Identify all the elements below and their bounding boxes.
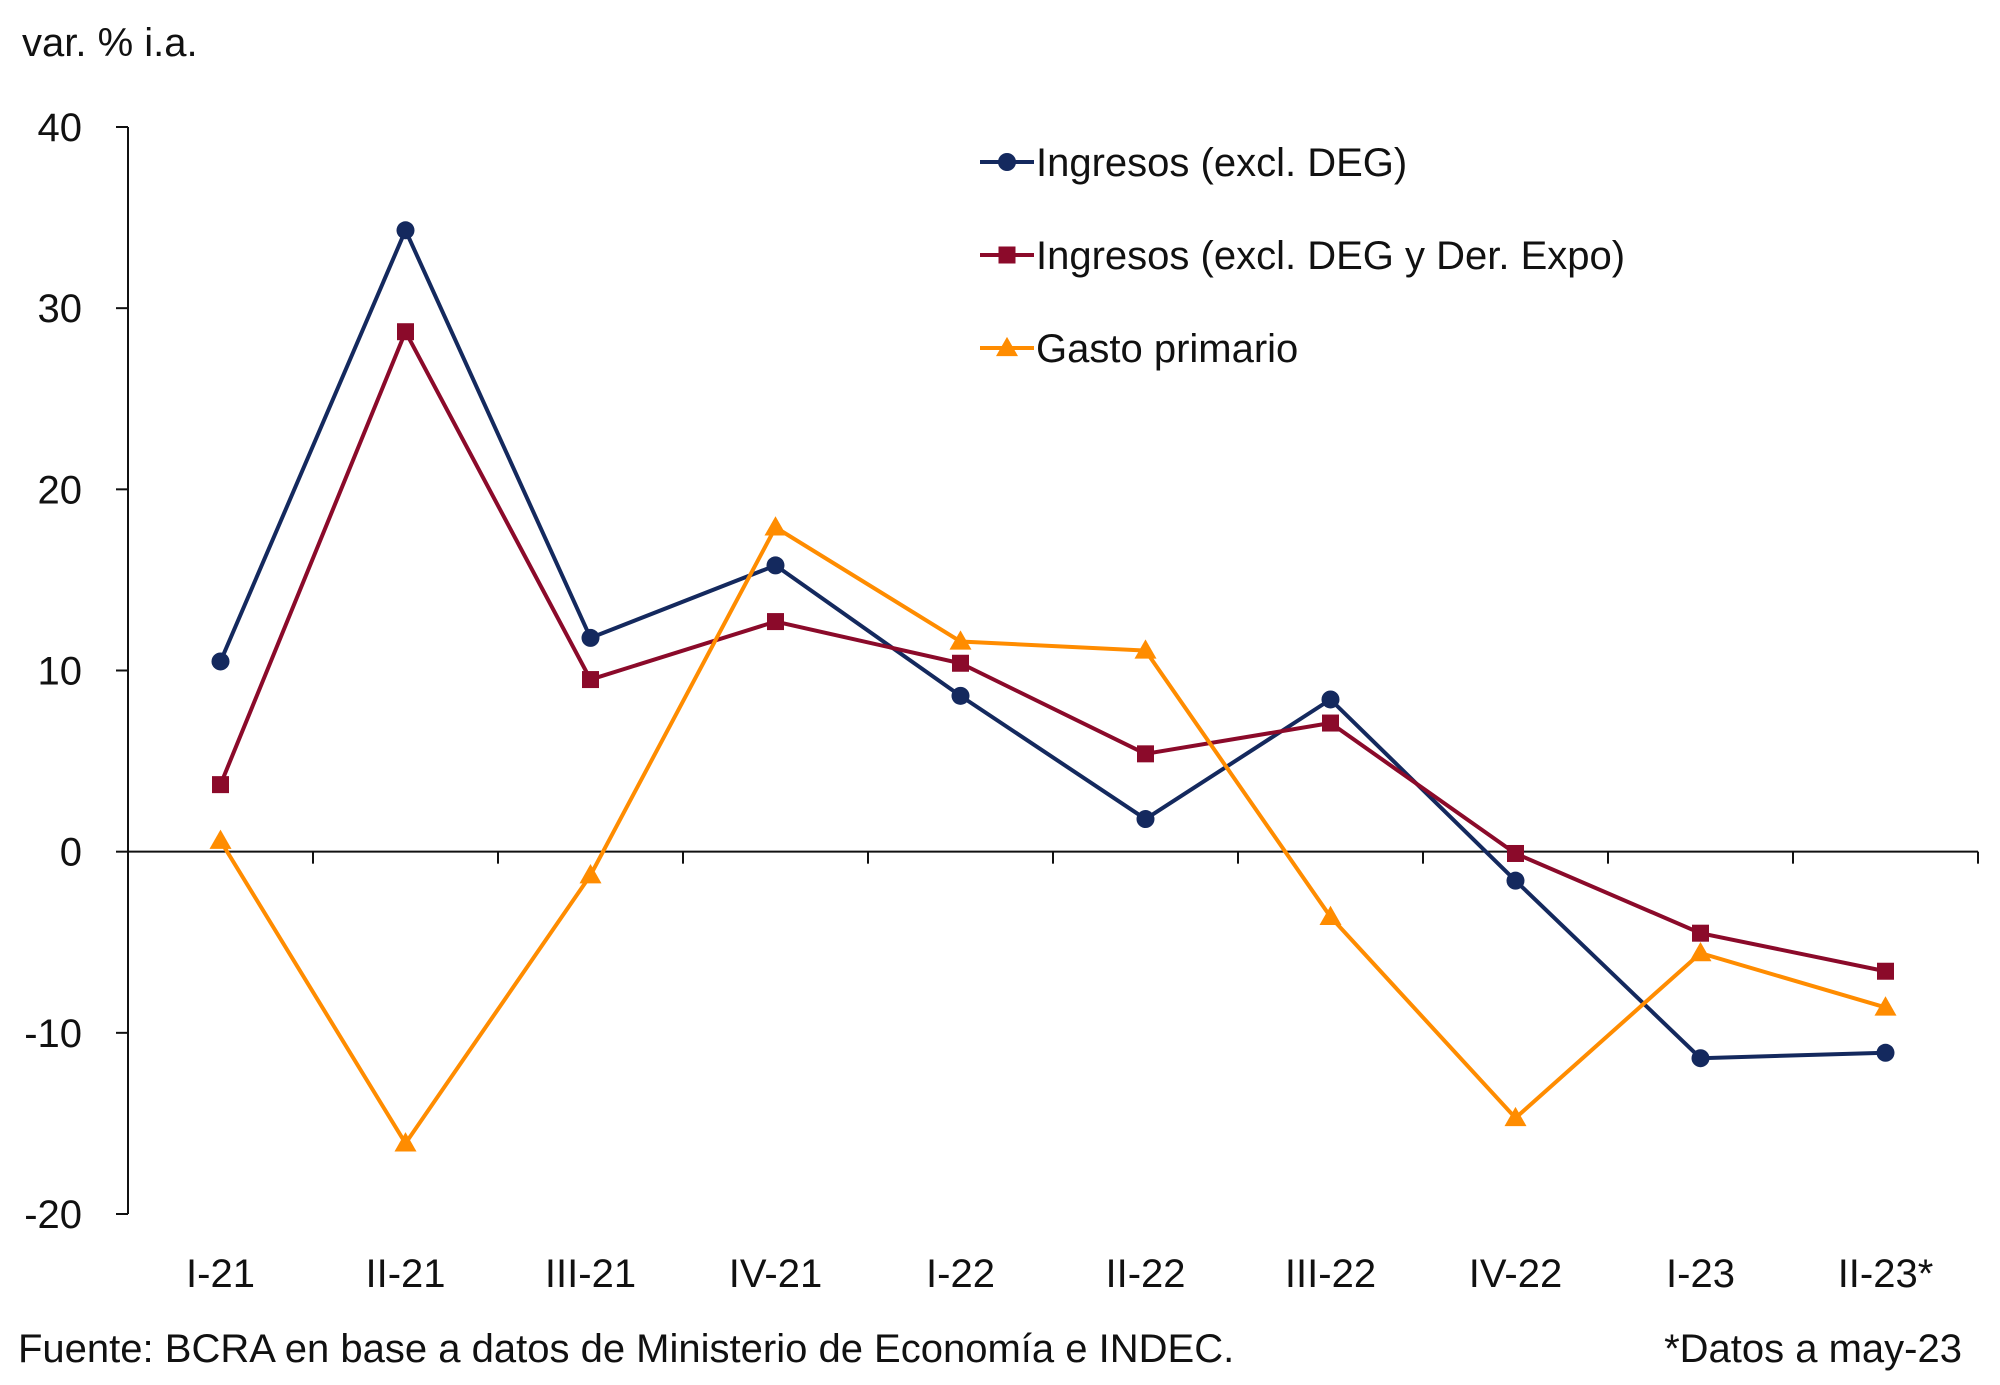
data-point	[764, 516, 787, 536]
data-point	[397, 323, 414, 341]
x-tick-label: III-22	[1285, 1252, 1376, 1296]
x-tick-label: III-21	[545, 1252, 636, 1296]
data-point	[1877, 962, 1894, 980]
data-point	[767, 613, 784, 631]
data-point	[766, 556, 785, 575]
y-tick-label: 30	[38, 287, 83, 331]
series-line	[218, 327, 1886, 974]
data-point	[1319, 905, 1342, 925]
data-point	[1506, 871, 1525, 890]
data-point	[952, 654, 969, 672]
data-point	[1689, 941, 1712, 962]
data-point	[1504, 1106, 1527, 1127]
y-axis-label: var. % i.a.	[22, 21, 198, 65]
series-line	[218, 225, 1886, 1061]
legend-item-0: Ingresos (excl. DEG)	[980, 141, 1407, 185]
data-point	[1134, 639, 1157, 659]
data-point	[1321, 690, 1340, 709]
legend-label: Gasto primario	[1036, 327, 1298, 371]
y-tick-label: 10	[38, 650, 83, 694]
data-point	[1874, 996, 1897, 1016]
x-tick-label: II-21	[365, 1252, 445, 1296]
legend-marker	[996, 336, 1018, 357]
data-point	[1692, 924, 1709, 942]
x-tick-label: II-23*	[1838, 1252, 1934, 1296]
series-line	[218, 524, 1887, 1148]
legend-label: Ingresos (excl. DEG)	[1036, 141, 1407, 185]
x-tick-label: IV-21	[729, 1252, 822, 1296]
source-note: Fuente: BCRA en base a datos de Minister…	[18, 1327, 1234, 1371]
legend-label: Ingresos (excl. DEG y Der. Expo)	[1036, 234, 1625, 278]
data-point	[582, 671, 599, 689]
data-point	[394, 1132, 417, 1152]
data-point	[1691, 1049, 1710, 1068]
axes: -20 -10 0 10 20 30 40 I-21 II-21 III-21 IV-21 I-22 I…	[24, 106, 1979, 1296]
x-tick-label: I-21	[186, 1252, 255, 1296]
x-tick-label: IV-22	[1469, 1252, 1562, 1296]
legend-item-2: Gasto primario	[980, 327, 1298, 371]
y-tick-label: -20	[24, 1193, 82, 1237]
data-point	[209, 829, 232, 849]
data-point	[212, 776, 229, 794]
data-point	[211, 652, 230, 671]
x-tick-label: II-22	[1105, 1252, 1185, 1296]
y-tick-label: 20	[38, 468, 83, 512]
series-0	[211, 221, 1895, 1068]
data-point	[579, 864, 602, 884]
legend-marker	[998, 246, 1016, 264]
data-point	[396, 221, 415, 240]
y-tick-label: -10	[24, 1012, 82, 1056]
legend-marker	[998, 153, 1016, 171]
data-point	[951, 686, 970, 705]
data-point	[1507, 844, 1524, 862]
series-1	[212, 323, 1894, 980]
legend: Ingresos (excl. DEG) Ingresos (excl. DEG …	[980, 141, 1625, 371]
y-tick-label: 40	[38, 106, 83, 150]
legend-item-1: Ingresos (excl. DEG y Der. Expo)	[980, 234, 1625, 278]
series-2	[209, 516, 1897, 1152]
data-point	[1137, 745, 1154, 763]
series-layer	[209, 221, 1897, 1152]
data-point	[1876, 1043, 1895, 1062]
data-footnote: *Datos a may-23	[1664, 1327, 1962, 1371]
y-tick-label: 0	[60, 831, 82, 875]
data-point	[1322, 714, 1339, 732]
data-point	[949, 630, 972, 650]
x-tick-label: I-22	[926, 1252, 995, 1296]
data-point	[1136, 810, 1155, 829]
x-tick-label: I-23	[1666, 1252, 1735, 1296]
data-point	[581, 628, 600, 647]
